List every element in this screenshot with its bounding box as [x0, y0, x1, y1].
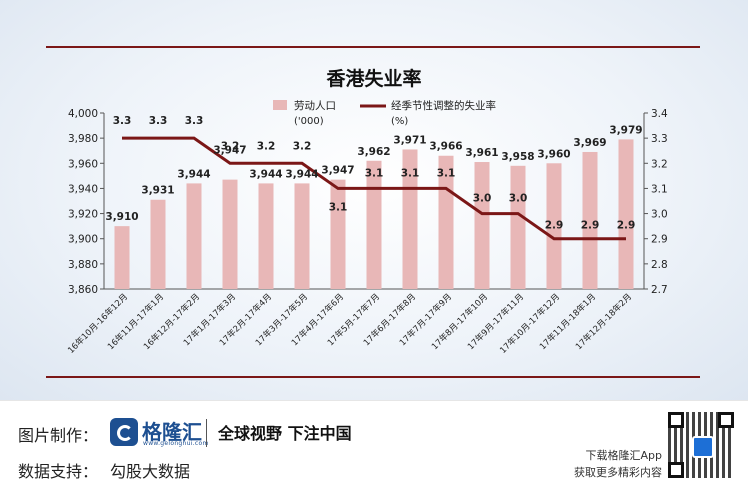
y-left-tick-label: 3,920: [68, 209, 98, 221]
bar: [546, 163, 562, 289]
image-maker-label: 图片制作：: [18, 426, 99, 445]
bar-value-label: 3,966: [429, 141, 462, 153]
bar: [186, 183, 202, 289]
app-download-text: 下载格隆汇App: [585, 449, 663, 462]
bar: [222, 179, 238, 289]
line-value-label: 2.9: [581, 220, 600, 232]
bar: [330, 179, 346, 289]
legend-bar-swatch: [273, 100, 287, 110]
bar: [294, 183, 310, 289]
line-value-label: 3.2: [257, 140, 276, 152]
y-right-tick-label: 3.4: [651, 108, 668, 120]
bar-value-label: 3,971: [393, 134, 426, 146]
chart-svg: 3,860 3,880 3,900 3,920 3,940 3,960 3,980 4,000…: [66, 99, 668, 356]
legend-line-unit: (%): [391, 116, 408, 127]
bar-value-label: 3,944: [249, 168, 282, 180]
legend-bar-label: 劳动人口: [294, 99, 336, 112]
line-value-label: 3.0: [473, 193, 492, 205]
bar-value-label: 3,979: [609, 124, 642, 136]
qr-finder-icon: [718, 412, 734, 428]
line-value-label: 3.2: [293, 140, 312, 152]
line-value-label: 3.3: [185, 115, 204, 127]
slogan: 全球视野 下注中国: [218, 424, 352, 443]
y-left-tick-label: 3,980: [68, 133, 98, 145]
bar: [618, 139, 634, 289]
logo-url: www.gelonghui.com: [143, 440, 209, 447]
legend-bar-unit: ('000): [294, 116, 324, 127]
x-tick-label: 17年10月-17年12月: [498, 291, 563, 356]
bar: [582, 151, 598, 289]
qr-finder-icon: [668, 462, 684, 478]
bar-value-label: 3,947: [213, 144, 246, 156]
chart-title: 香港失业率: [326, 68, 422, 90]
bar-value-label: 3,947: [321, 165, 354, 177]
app-promo-text: 获取更多精彩内容: [574, 466, 662, 479]
bar-value-label: 3,944: [285, 168, 318, 180]
y-right-tick-label: 3.0: [651, 209, 668, 221]
qr-logo-icon: [692, 436, 714, 458]
line-value-label: 3.1: [437, 167, 456, 179]
bar-value-label: 3,944: [177, 168, 210, 180]
logo-name: 格隆汇: [142, 420, 202, 444]
line-value-label: 2.9: [617, 220, 636, 232]
y-right-tick-label: 2.7: [651, 284, 668, 296]
legend-line-label: 经季节性调整的失业率: [391, 99, 496, 112]
line-value-label: 3.1: [401, 167, 420, 179]
line-value-label: 2.9: [545, 220, 564, 232]
x-tick-label: 16年10月-16年12月: [66, 291, 131, 356]
series-line: [122, 136, 626, 241]
bar-value-label: 3,931: [141, 185, 174, 197]
qr-finder-icon: [668, 412, 684, 428]
footer: 图片制作： 格隆汇 www.gelonghui.com 全球视野 下注中国 数据…: [0, 400, 748, 489]
top-rule: [46, 46, 700, 48]
bar-value-label: 3,969: [573, 137, 606, 149]
bar-value-label: 3,960: [537, 148, 570, 160]
line-value-label: 3.3: [149, 115, 168, 127]
bar-value-label: 3,910: [105, 211, 138, 223]
y-left-tick-label: 3,940: [68, 183, 98, 195]
gelonghui-logo-icon: [110, 418, 138, 446]
bar: [402, 149, 418, 289]
line-value-label: 3.0: [509, 193, 528, 205]
bar-value-label: 3,962: [357, 146, 390, 158]
y-left-tick-label: 3,960: [68, 158, 98, 170]
y-left-tick-label: 3,900: [68, 234, 98, 246]
bottom-rule: [46, 376, 700, 378]
bar-value-label: 3,958: [501, 151, 534, 163]
y-right-tick-label: 3.1: [651, 183, 668, 195]
bar: [258, 183, 274, 289]
bar: [114, 226, 130, 289]
y-left-tick-label: 4,000: [68, 108, 98, 120]
line-value-label: 3.3: [113, 115, 132, 127]
data-support-label: 数据支持：: [18, 462, 99, 481]
bar-value-label: 3,961: [465, 147, 498, 159]
y-left-tick-label: 3,860: [68, 284, 98, 296]
y-left-tick-label: 3,880: [68, 259, 98, 271]
line-value-label: 3.1: [329, 201, 348, 213]
bar: [366, 160, 382, 289]
line-value-label: 3.1: [365, 167, 384, 179]
data-support-value: 勾股大数据: [110, 462, 191, 481]
bar: [150, 199, 166, 289]
y-right-tick-label: 2.8: [651, 259, 668, 271]
line-value-label: 3.2: [221, 140, 240, 152]
bar: [510, 165, 526, 289]
footer-divider: [206, 419, 207, 447]
y-right-tick-label: 3.3: [651, 133, 668, 145]
bar: [474, 162, 490, 289]
y-right-tick-label: 2.9: [651, 234, 668, 246]
y-right-tick-label: 3.2: [651, 158, 668, 170]
